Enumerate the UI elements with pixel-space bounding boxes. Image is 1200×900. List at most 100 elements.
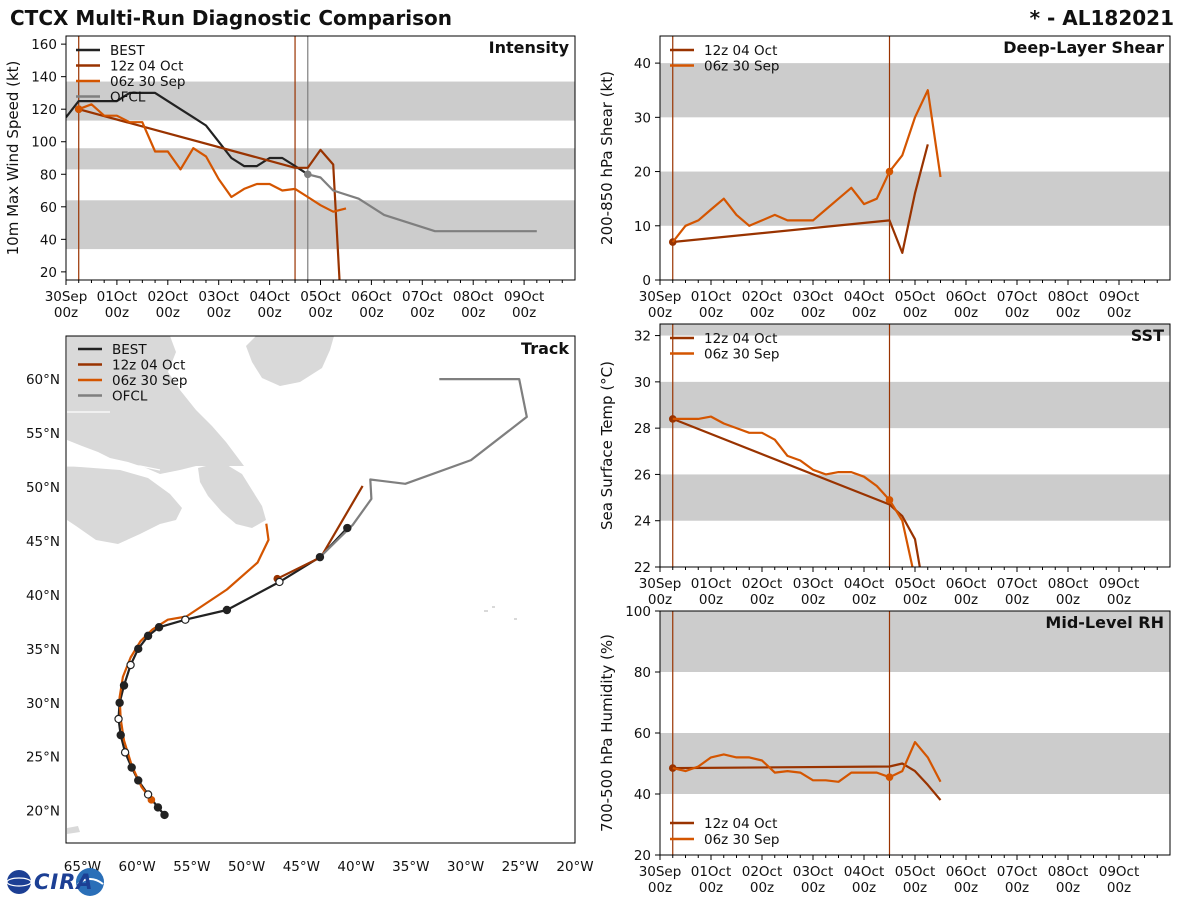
track-best-point — [315, 552, 325, 562]
track-y-tick-label: 35°N — [26, 642, 60, 658]
rh-x-tick-hour: 00z — [801, 880, 825, 896]
rh-legend-label-06z-30-sep: 06z 30 Sep — [704, 832, 779, 848]
sst-x-tick-hour: 00z — [1005, 592, 1029, 608]
intensity-x-tick-label: 05Oct — [300, 289, 341, 305]
intensity-x-tick-hour: 00z — [308, 305, 332, 321]
track-x-tick-label: 45°W — [283, 859, 320, 875]
rh-x-tick-label: 30Sep — [639, 864, 682, 880]
intensity-x-tick-hour: 00z — [105, 305, 129, 321]
rh-x-tick-label: 04Oct — [844, 864, 885, 880]
shear-legend-label-12z-04-oct: 12z 04 Oct — [704, 43, 777, 59]
sst-x-tick-hour: 00z — [750, 592, 774, 608]
sst-legend-label-12z-04-oct: 12z 04 Oct — [704, 331, 777, 347]
shear-plot-area — [660, 36, 1170, 280]
intensity-x-tick-hour: 00z — [359, 305, 383, 321]
intensity-x-tick-label: 04Oct — [249, 289, 290, 305]
rh-x-tick-label: 08Oct — [1048, 864, 1089, 880]
shear-x-tick-hour: 00z — [801, 305, 825, 321]
rh-y-axis-label: 700-500 hPa Humidity (%) — [598, 634, 616, 832]
labrador-land — [67, 336, 244, 474]
sst-x-tick-hour: 00z — [648, 592, 672, 608]
intensity-x-tick-label: 09Oct — [504, 289, 545, 305]
intensity-x-tick-label: 30Sep — [45, 289, 88, 305]
sst-legend-label-06z-30-sep: 06z 30 Sep — [704, 347, 779, 363]
rh-y-tick-label: 80 — [634, 665, 651, 681]
sst-shaded-band — [660, 381, 1170, 429]
track-x-tick-label: 25°W — [502, 859, 539, 875]
track-series-best — [117, 527, 349, 816]
shear-x-tick-label: 30Sep — [639, 289, 682, 305]
track-best-point — [153, 803, 163, 812]
intensity-shaded-band — [66, 200, 575, 250]
greenland-land — [246, 336, 334, 386]
rh-y-tick-label: 40 — [634, 787, 651, 803]
rh-x-tick-hour: 00z — [852, 880, 876, 896]
track-series-12z-04-oct — [276, 485, 364, 580]
shear-series-12z-04-oct — [672, 144, 929, 254]
shear-y-tick-label: 10 — [634, 219, 651, 235]
sst-panel: 30Sep00z01Oct00z02Oct00z03Oct00z04Oct00z… — [598, 323, 1171, 608]
intensity-y-tick-label: 80 — [40, 167, 57, 183]
shear-panel: 30Sep00z01Oct00z02Oct00z03Oct00z04Oct00z… — [598, 35, 1171, 321]
sst-x-tick-hour: 00z — [1056, 592, 1080, 608]
sst-y-tick-label: 24 — [634, 514, 651, 530]
track-legend-label-12z-04-oct: 12z 04 Oct — [112, 358, 185, 374]
intensity-x-tick-hour: 00z — [54, 305, 78, 321]
intensity-x-tick-label: 02Oct — [148, 289, 189, 305]
intensity-y-tick-label: 60 — [40, 200, 57, 216]
rh-shaded-band — [660, 611, 1170, 672]
shear-x-tick-label: 07Oct — [997, 289, 1038, 305]
track-legend-label-best: BEST — [112, 342, 147, 358]
rh-title: Mid-Level RH — [1045, 613, 1164, 632]
land-masses — [67, 336, 517, 834]
shear-shaded-band — [660, 63, 1170, 118]
intensity-series-ofcl — [307, 173, 537, 233]
track-y-tick-label: 30°N — [26, 696, 60, 712]
rh-x-tick-hour: 00z — [750, 880, 774, 896]
intensity-x-tick-hour: 00z — [461, 305, 485, 321]
intensity-init-marker-ofcl — [303, 170, 312, 179]
sst-series-06z-30-sep — [672, 415, 914, 567]
shear-init-marker-06z-30-sep — [885, 167, 894, 176]
sst-x-tick-hour: 00z — [903, 592, 927, 608]
track-best-point — [116, 730, 125, 740]
rh-x-tick-label: 01Oct — [691, 864, 732, 880]
intensity-init-marker-06z-30-sep — [74, 105, 83, 113]
sst-series-12z-04-oct — [672, 417, 921, 567]
track-best-point — [115, 698, 124, 707]
track-y-tick-label: 40°N — [26, 588, 60, 604]
sst-y-tick-label: 30 — [634, 375, 651, 391]
shear-y-tick-label: 40 — [634, 56, 651, 72]
sst-shaded-band — [660, 474, 1170, 521]
sst-x-tick-label: 04Oct — [844, 576, 885, 592]
sst-y-tick-label: 28 — [634, 421, 651, 437]
maritimes-land — [67, 466, 182, 544]
sst-y-tick-label: 26 — [634, 467, 651, 483]
track-x-tick-label: 55°W — [173, 859, 210, 875]
sst-y-axis-label: Sea Surface Temp (°C) — [598, 361, 616, 530]
sst-x-tick-label: 02Oct — [742, 576, 783, 592]
shear-x-tick-label: 06Oct — [946, 289, 987, 305]
sst-x-tick-label: 07Oct — [997, 576, 1038, 592]
rh-x-tick-label: 06Oct — [946, 864, 987, 880]
track-best-point — [160, 810, 169, 820]
sst-x-tick-label: 30Sep — [639, 576, 682, 592]
sst-x-tick-hour: 00z — [801, 592, 825, 608]
sst-x-tick-label: 08Oct — [1048, 576, 1089, 592]
border-line — [67, 411, 161, 471]
track-y-tick-label: 45°N — [26, 534, 60, 550]
intensity-x-tick-label: 08Oct — [453, 289, 494, 305]
rh-panel: 30Sep00z01Oct00z02Oct00z03Oct00z04Oct00z… — [598, 604, 1171, 896]
sst-x-tick-hour: 00z — [699, 592, 723, 608]
sst-shaded-band — [660, 324, 1170, 336]
shear-y-tick-label: 30 — [634, 110, 651, 126]
shear-x-tick-hour: 00z — [648, 305, 672, 321]
rh-x-tick-hour: 00z — [954, 880, 978, 896]
track-x-tick-label: 20°W — [556, 859, 593, 875]
intensity-shaded-band — [66, 148, 575, 170]
sst-x-tick-label: 01Oct — [691, 576, 732, 592]
logo-satellite-icon — [76, 868, 104, 896]
track-best-point — [127, 763, 136, 772]
shear-x-tick-label: 09Oct — [1099, 289, 1140, 305]
track-x-tick-label: 60°W — [119, 859, 156, 875]
